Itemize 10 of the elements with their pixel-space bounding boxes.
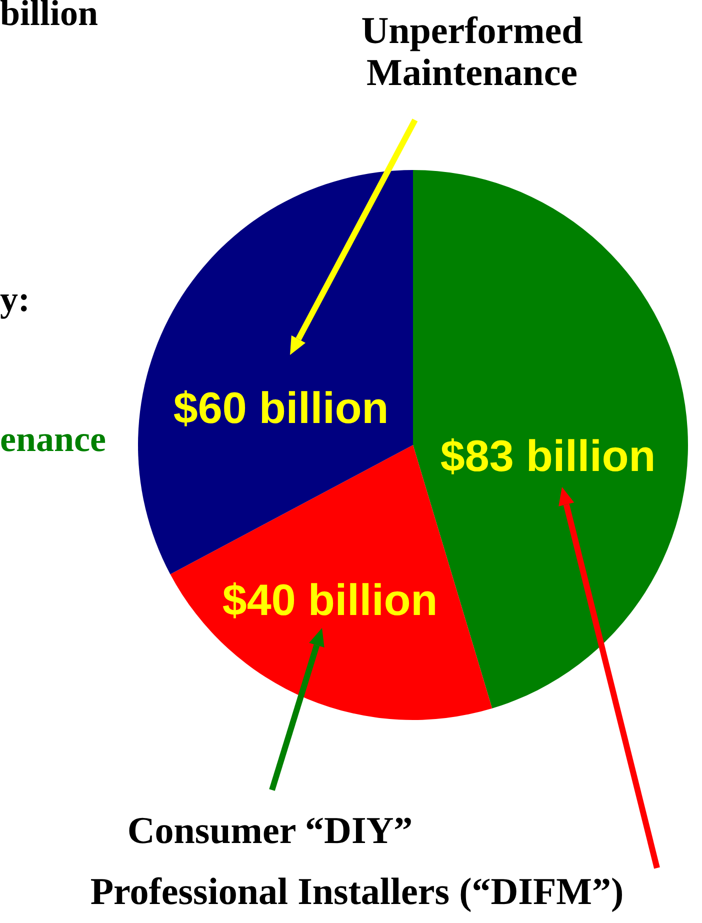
data-label: $40 billion: [222, 576, 438, 625]
text: y:: [0, 279, 30, 319]
slice-label: Unperformed Maintenance: [361, 10, 583, 94]
slice-label: Consumer “DIY”: [127, 810, 413, 852]
slice-label: Professional Installers (“DIFM”): [90, 871, 624, 913]
text: enance: [0, 419, 106, 459]
data-label: $83 billion: [440, 432, 656, 481]
pie-slice: [138, 170, 413, 574]
data-label: $60 billion: [173, 384, 389, 433]
text: billion: [0, 0, 98, 33]
